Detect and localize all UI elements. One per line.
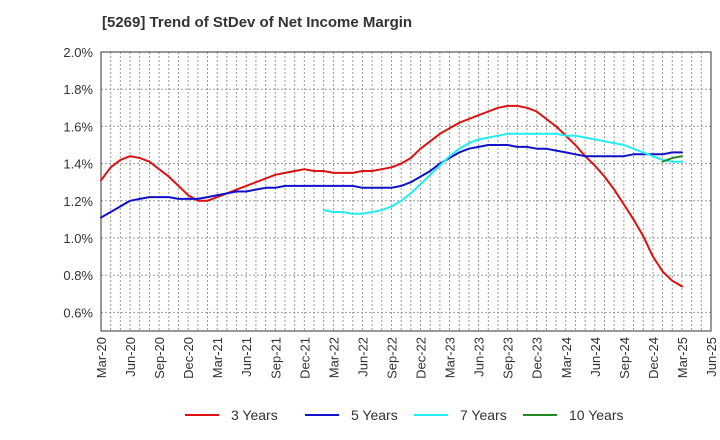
y-tick-label: 1.6% <box>63 119 93 134</box>
legend-item-10-years: 10 Years <box>523 404 624 426</box>
y-tick-label: 1.2% <box>63 194 93 209</box>
x-tick-label: Sep-24 <box>617 337 632 379</box>
series-line-7-years <box>322 132 683 215</box>
x-tick-label: Sep-22 <box>384 337 399 379</box>
y-tick-label: 1.0% <box>63 231 93 246</box>
x-tick-label: Sep-23 <box>501 337 516 379</box>
legend-item-3-years: 3 Years <box>185 404 278 426</box>
y-tick-label: 1.4% <box>63 157 93 172</box>
series-line-10-years <box>661 155 683 163</box>
x-tick-label: Mar-20 <box>94 337 109 378</box>
legend-swatch-7-years <box>414 414 448 416</box>
y-tick-label: 1.8% <box>63 82 93 97</box>
legend-label-10-years: 10 Years <box>569 407 624 423</box>
x-tick-label: Jun-22 <box>355 337 370 377</box>
y-tick-label: 2.0% <box>63 45 93 60</box>
legend-item-5-years: 5 Years <box>305 404 398 426</box>
x-tick-label: Dec-20 <box>181 337 196 379</box>
x-tick-label: Sep-20 <box>152 337 167 379</box>
x-tick-label: Sep-21 <box>268 337 283 379</box>
x-tick-label: Dec-22 <box>414 337 429 379</box>
legend-label-7-years: 7 Years <box>460 407 507 423</box>
chart-legend: 3 Years 5 Years 7 Years 10 Years <box>0 404 720 426</box>
plot-border <box>100 51 712 332</box>
legend-label-5-years: 5 Years <box>351 407 398 423</box>
x-tick-label: Mar-22 <box>326 337 341 378</box>
x-tick-label: Dec-23 <box>530 337 545 379</box>
chart-title: [5269] Trend of StDev of Net Income Marg… <box>102 14 413 31</box>
x-tick-label: Jun-23 <box>472 337 487 377</box>
series-line-5-years <box>100 144 683 219</box>
plot-area <box>101 52 711 331</box>
x-tick-label: Jun-25 <box>704 337 719 377</box>
legend-swatch-3-years <box>185 414 219 416</box>
y-tick-label: 0.8% <box>63 268 93 283</box>
x-tick-label: Mar-23 <box>443 337 458 378</box>
x-tick-label: Jun-20 <box>123 337 138 377</box>
legend-label-3-years: 3 Years <box>231 407 278 423</box>
legend-swatch-10-years <box>523 414 557 416</box>
x-tick-label: Mar-25 <box>675 337 690 378</box>
x-tick-label: Dec-24 <box>646 337 661 379</box>
x-tick-label: Jun-24 <box>588 337 603 377</box>
x-tick-label: Jun-21 <box>239 337 254 377</box>
x-tick-label: Dec-21 <box>297 337 312 379</box>
legend-swatch-5-years <box>305 414 339 416</box>
legend-item-7-years: 7 Years <box>414 404 507 426</box>
x-tick-label: Mar-21 <box>210 337 225 378</box>
x-tick-label: Mar-24 <box>559 337 574 378</box>
y-tick-label: 0.6% <box>63 305 93 320</box>
